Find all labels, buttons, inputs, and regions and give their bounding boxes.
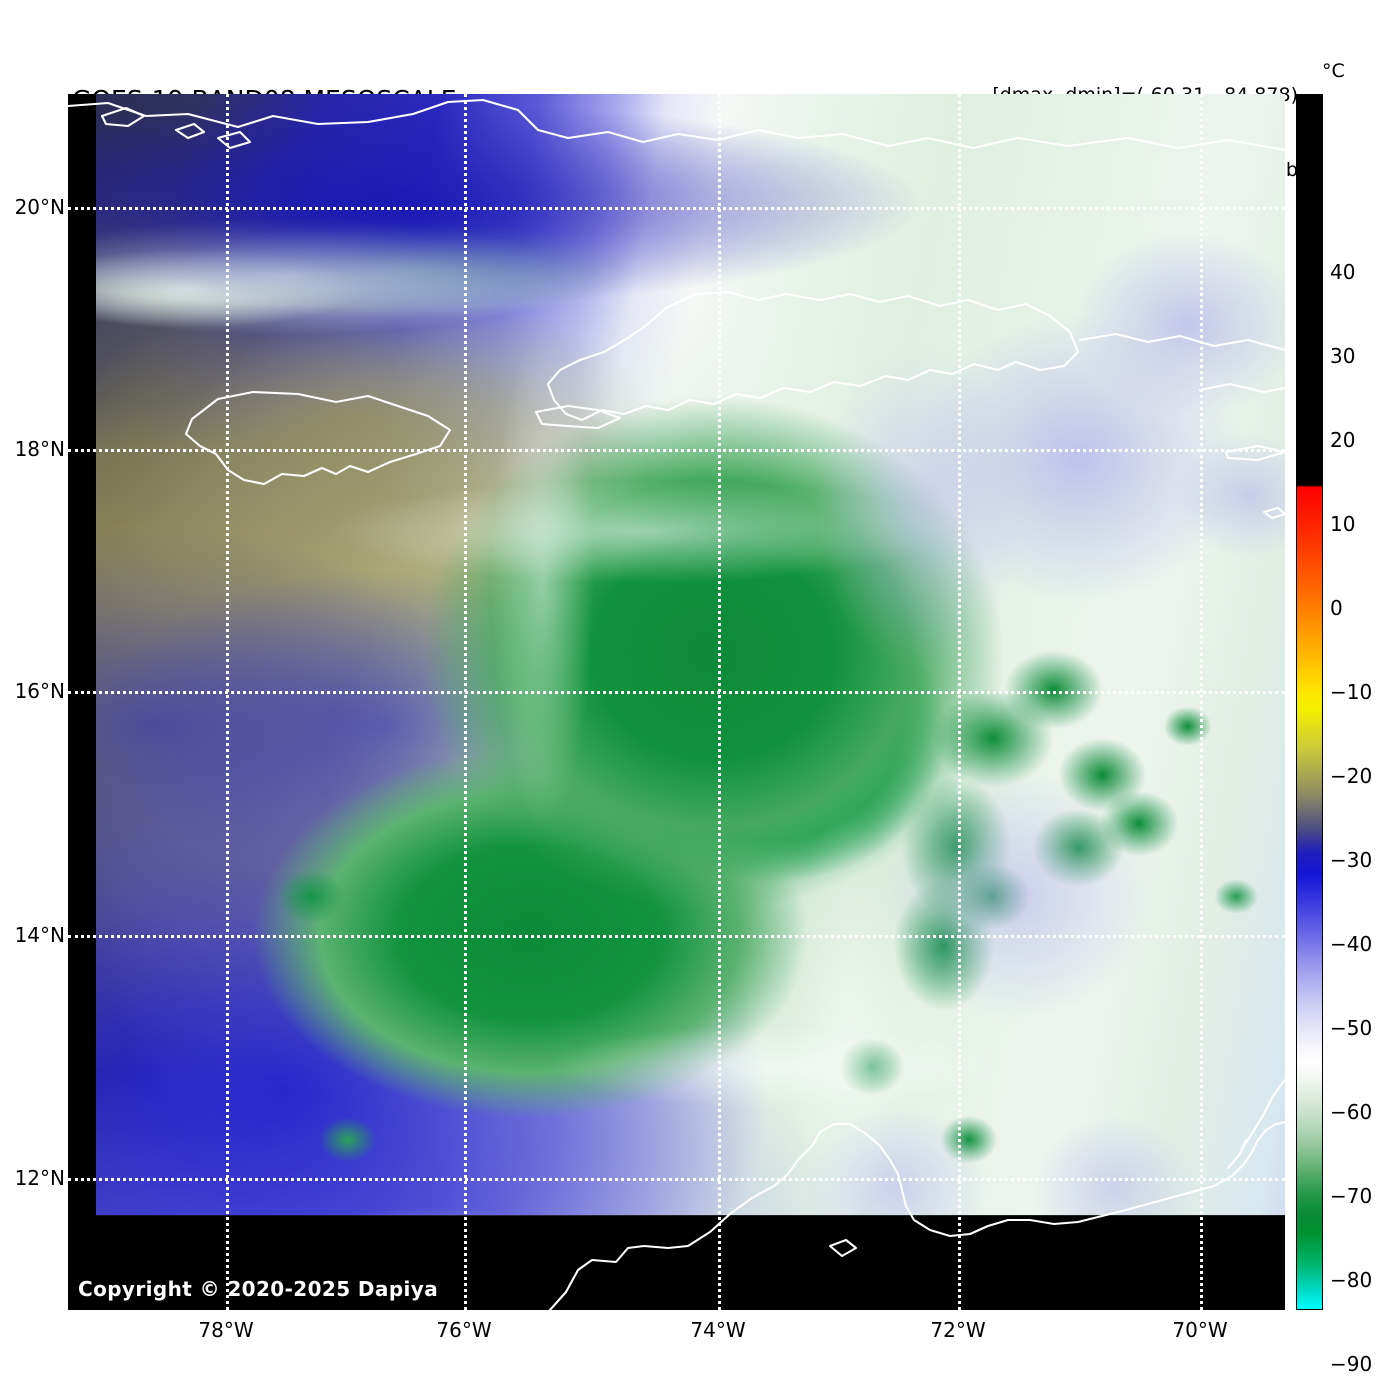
lon-tick-76: 76°W [436, 1318, 492, 1342]
gridline-lat-20 [68, 207, 1285, 210]
coastline-bay-dot [828, 1238, 858, 1258]
ir-layer-outflow [95, 94, 1285, 1216]
colorbar-tick-m80: −80 [1330, 1268, 1373, 1292]
colorbar-tick-20: 20 [1330, 428, 1356, 452]
colorbar-tick-m70: −70 [1330, 1184, 1373, 1208]
gridline-lon-76 [464, 94, 467, 1310]
colorbar-unit-label: °C [1322, 60, 1345, 82]
infrared-imagery [95, 94, 1285, 1216]
lat-tick-20: 20°N [14, 195, 65, 219]
gridline-lon-78 [226, 94, 229, 1310]
lon-tick-74: 74°W [690, 1318, 746, 1342]
lat-tick-18: 18°N [14, 437, 65, 461]
colorbar-tick-m90: −90 [1330, 1352, 1373, 1376]
lat-tick-14: 14°N [14, 923, 65, 947]
lat-tick-16: 16°N [14, 679, 65, 703]
lon-tick-78: 78°W [198, 1318, 254, 1342]
lon-tick-70: 70°W [1172, 1318, 1228, 1342]
map-plot-area[interactable]: Copyright © 2020-2025 Dapiya [68, 94, 1285, 1310]
colorbar-tick-m10: −10 [1330, 680, 1373, 704]
gridline-lon-72 [958, 94, 961, 1310]
colorbar-gradient [1296, 94, 1323, 1310]
gridline-lat-16 [68, 691, 1285, 694]
gridline-lat-12 [68, 1178, 1285, 1181]
colorbar-tick-m30: −30 [1330, 848, 1373, 872]
colorbar-tick-m60: −60 [1330, 1100, 1373, 1124]
colorbar-tick-m40: −40 [1330, 932, 1373, 956]
gridline-lat-14 [68, 935, 1285, 938]
colorbar-tick-40: 40 [1330, 260, 1356, 284]
gridline-lon-70 [1200, 94, 1203, 1310]
gridline-lon-74 [718, 94, 721, 1310]
colorbar-tick-10: 10 [1330, 512, 1356, 536]
lat-tick-12: 12°N [14, 1166, 65, 1190]
gridline-lat-18 [68, 449, 1285, 452]
lon-tick-72: 72°W [930, 1318, 986, 1342]
colorbar[interactable]: 40 30 20 10 0 −10 −20 −30 −40 −50 −60 −7… [1296, 94, 1372, 1376]
colorbar-tick-m20: −20 [1330, 764, 1373, 788]
colorbar-tick-30: 30 [1330, 344, 1356, 368]
copyright-label: Copyright © 2020-2025 Dapiya [78, 1277, 439, 1301]
colorbar-tick-m50: −50 [1330, 1016, 1373, 1040]
colorbar-tick-0: 0 [1330, 596, 1343, 620]
